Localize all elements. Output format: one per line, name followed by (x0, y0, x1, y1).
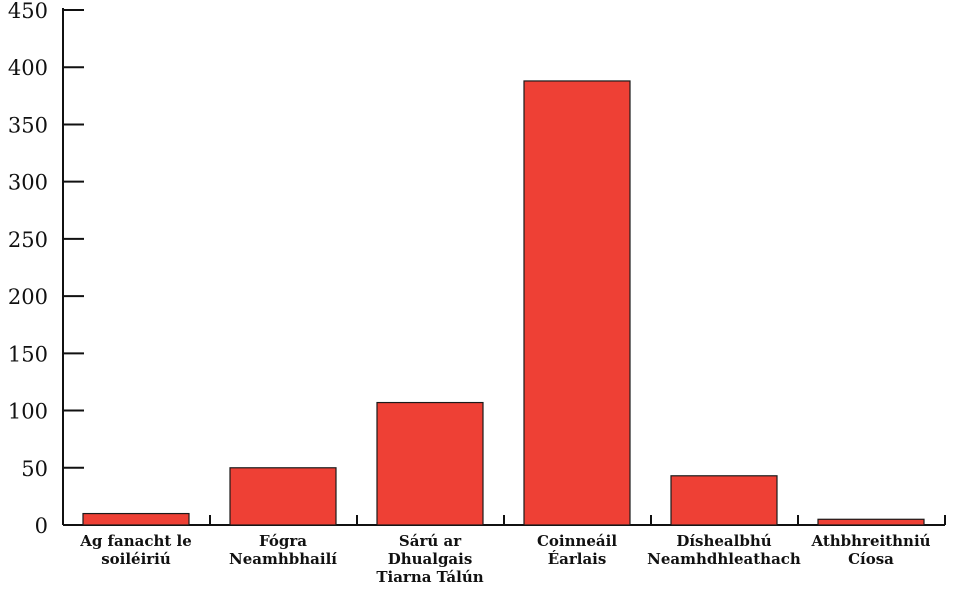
x-tick-label-line: Díshealbhú (676, 532, 771, 550)
x-tick-label-line: Cíosa (848, 550, 894, 568)
x-tick-label-line: soiléiriú (101, 550, 171, 568)
x-tick-label-line: Ag fanacht le (79, 532, 192, 550)
x-tick-label: Sárú ar Dhualgais Tiarna Tálún (376, 532, 483, 586)
x-tick-label: Coinneáil Éarlais (537, 532, 617, 568)
plot-area: 0 50 100 150 200 250 300 350 400 450 Ag fanacht le… (8, 0, 946, 586)
y-tick-label: 100 (8, 400, 48, 424)
y-tick-label: 350 (8, 113, 48, 137)
y-tick-label: 150 (8, 342, 48, 366)
x-tick-label-line: Sárú ar (399, 532, 462, 550)
y-tick-label: 400 (8, 56, 48, 80)
bar (817, 518, 925, 526)
bar (523, 80, 631, 526)
x-tick-label-line: Neamhdhleathach (647, 550, 801, 568)
bar (229, 467, 337, 526)
x-tick-label: Fógra Neamhbhailí (229, 532, 337, 568)
bar (376, 401, 484, 526)
x-tick-label-line: Fógra (259, 532, 307, 550)
x-tick-label: Ag fanacht le soiléiriú (79, 532, 192, 568)
y-tick-label: 0 (35, 514, 48, 538)
x-tick-label-line: Tiarna Tálún (376, 568, 483, 586)
y-tick-label: 50 (21, 457, 48, 481)
y-tick-label: 250 (8, 228, 48, 252)
y-tick-label: 200 (8, 285, 48, 309)
x-tick-label: Athbhreithniú Cíosa (810, 532, 930, 568)
y-tick-label: 300 (8, 171, 48, 195)
x-tick-label-line: Coinneáil (537, 532, 617, 550)
bar (670, 475, 778, 526)
x-tick-label-line: Athbhreithniú (810, 532, 930, 550)
x-tick-label-line: Neamhbhailí (229, 550, 337, 568)
y-tick-label: 450 (8, 0, 48, 23)
x-tick-label-line: Éarlais (548, 550, 607, 568)
x-tick-label-line: Dhualgais (388, 550, 473, 568)
x-tick-label: Díshealbhú Neamhdhleathach (647, 532, 801, 568)
bar (82, 512, 190, 526)
